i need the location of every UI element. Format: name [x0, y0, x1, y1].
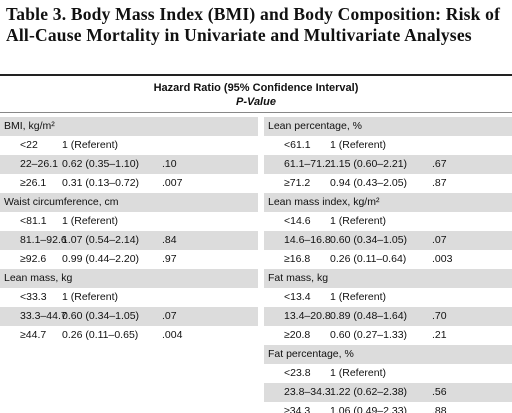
range: <33.3: [20, 291, 47, 303]
data-row: ≥26.1 0.31 (0.13–0.72) .007: [0, 174, 258, 193]
range: 23.8–34.3: [284, 386, 331, 398]
data-row: ≥34.3 1.06 (0.49–2.33) .88: [264, 402, 512, 413]
data-row: <22 1 (Referent): [0, 136, 258, 155]
hazard-ratio: 0.26 (0.11–0.65): [62, 329, 139, 341]
p-value: .21: [432, 329, 447, 341]
hazard-ratio: 0.94 (0.43–2.05): [330, 177, 408, 189]
range: <61.1: [284, 139, 311, 151]
section-row: Fat percentage, %: [264, 345, 512, 364]
data-row: 81.1–92.6 1.07 (0.54–2.14) .84: [0, 231, 258, 250]
p-value: .10: [162, 158, 177, 170]
p-value: .67: [432, 158, 447, 170]
hazard-ratio: 0.60 (0.27–1.33): [330, 329, 408, 341]
header-rule: [0, 112, 512, 113]
range: <81.1: [20, 215, 47, 227]
hazard-ratio: 1 (Referent): [62, 291, 119, 303]
p-value: .56: [432, 386, 447, 398]
hazard-ratio: 0.60 (0.34–1.05): [330, 234, 408, 246]
section-row: BMI, kg/m²: [0, 117, 258, 136]
data-row: ≥20.8 0.60 (0.27–1.33) .21: [264, 326, 512, 345]
hazard-ratio: 0.99 (0.44–2.20): [62, 253, 140, 265]
hazard-ratio: 1 (Referent): [62, 139, 119, 151]
p-value: .007: [162, 177, 183, 189]
hazard-ratio: 1 (Referent): [330, 215, 387, 227]
data-row: 13.4–20.8 0.89 (0.48–1.64) .70: [264, 307, 512, 326]
hazard-ratio: 0.89 (0.48–1.64): [330, 310, 408, 322]
hazard-ratio: 1 (Referent): [62, 215, 119, 227]
range: <13.4: [284, 291, 311, 303]
data-row: 22–26.1 0.62 (0.35–1.10) .10: [0, 155, 258, 174]
p-value: .07: [162, 310, 177, 322]
data-row: ≥71.2 0.94 (0.43–2.05) .87: [264, 174, 512, 193]
data-row: 14.6–16.8 0.60 (0.34–1.05) .07: [264, 231, 512, 250]
range: <23.8: [284, 367, 311, 379]
hazard-ratio: 1.06 (0.49–2.33): [330, 405, 408, 413]
section-row: Lean mass, kg: [0, 269, 258, 288]
data-row: <61.1 1 (Referent): [264, 136, 512, 155]
p-value: .003: [432, 253, 453, 265]
table-title: Table 3. Body Mass Index (BMI) and Body …: [6, 4, 501, 45]
header-line: Hazard Ratio (95% Confidence Interval): [153, 82, 359, 94]
section-heading: Fat percentage, %: [268, 348, 354, 360]
range: 13.4–20.8: [284, 310, 331, 322]
range: ≥34.3: [284, 405, 311, 413]
p-value: .07: [432, 234, 447, 246]
hazard-ratio: 0.60 (0.34–1.05): [62, 310, 140, 322]
hazard-ratio: 0.31 (0.13–0.72): [62, 177, 140, 189]
p-value: .70: [432, 310, 447, 322]
data-row: <81.1 1 (Referent): [0, 212, 258, 231]
range: ≥16.8: [284, 253, 311, 265]
hazard-ratio: 1.22 (0.62–2.38): [330, 386, 408, 398]
range: 81.1–92.6: [20, 234, 67, 246]
data-row: 23.8–34.3 1.22 (0.62–2.38) .56: [264, 383, 512, 402]
range: ≥20.8: [284, 329, 311, 341]
p-value: .88: [432, 405, 447, 413]
hazard-ratio: 1 (Referent): [330, 139, 387, 151]
section-heading: Fat mass, kg: [268, 272, 329, 284]
hazard-ratio: 1 (Referent): [330, 367, 387, 379]
p-value: .97: [162, 253, 177, 265]
section-row: Fat mass, kg: [264, 269, 512, 288]
range: ≥71.2: [284, 177, 311, 189]
section-row: Lean percentage, %: [264, 117, 512, 136]
data-row: <23.8 1 (Referent): [264, 364, 512, 383]
section-row: Lean mass index, kg/m²: [264, 193, 512, 212]
range: 33.3–44.7: [20, 310, 67, 322]
data-row: ≥44.7 0.26 (0.11–0.65) .004: [0, 326, 258, 345]
section-heading: BMI, kg/m²: [4, 120, 55, 132]
range: 22–26.1: [20, 158, 58, 170]
data-row: 33.3–44.7 0.60 (0.34–1.05) .07: [0, 307, 258, 326]
range: ≥26.1: [20, 177, 47, 189]
section-row: Waist circumference, cm: [0, 193, 258, 212]
p-value: .84: [162, 234, 177, 246]
section-heading: Lean percentage, %: [268, 120, 362, 132]
range: ≥92.6: [20, 253, 47, 265]
data-row: <13.4 1 (Referent): [264, 288, 512, 307]
range: ≥44.7: [20, 329, 47, 341]
section-heading: Waist circumference, cm: [4, 196, 119, 208]
p-value: .87: [432, 177, 447, 189]
range: <22: [20, 139, 38, 151]
data-row: <14.6 1 (Referent): [264, 212, 512, 231]
header-line: P-Value: [236, 96, 276, 108]
range: 61.1–71.2: [284, 158, 331, 170]
data-row: ≥16.8 0.26 (0.11–0.64) .003: [264, 250, 512, 269]
p-value: .004: [162, 329, 183, 341]
section-heading: Lean mass index, kg/m²: [268, 196, 380, 208]
hazard-ratio: 1 (Referent): [330, 291, 387, 303]
range: 14.6–16.8: [284, 234, 331, 246]
hazard-ratio: 0.26 (0.11–0.64): [330, 253, 407, 265]
data-row: 61.1–71.2 1.15 (0.60–2.21) .67: [264, 155, 512, 174]
data-row: ≥92.6 0.99 (0.44–2.20) .97: [0, 250, 258, 269]
title-rule: [0, 74, 512, 76]
section-heading: Lean mass, kg: [4, 272, 73, 284]
range: <14.6: [284, 215, 311, 227]
hazard-ratio: 0.62 (0.35–1.10): [62, 158, 140, 170]
hazard-ratio: 1.07 (0.54–2.14): [62, 234, 140, 246]
hazard-ratio: 1.15 (0.60–2.21): [330, 158, 408, 170]
data-row: <33.3 1 (Referent): [0, 288, 258, 307]
